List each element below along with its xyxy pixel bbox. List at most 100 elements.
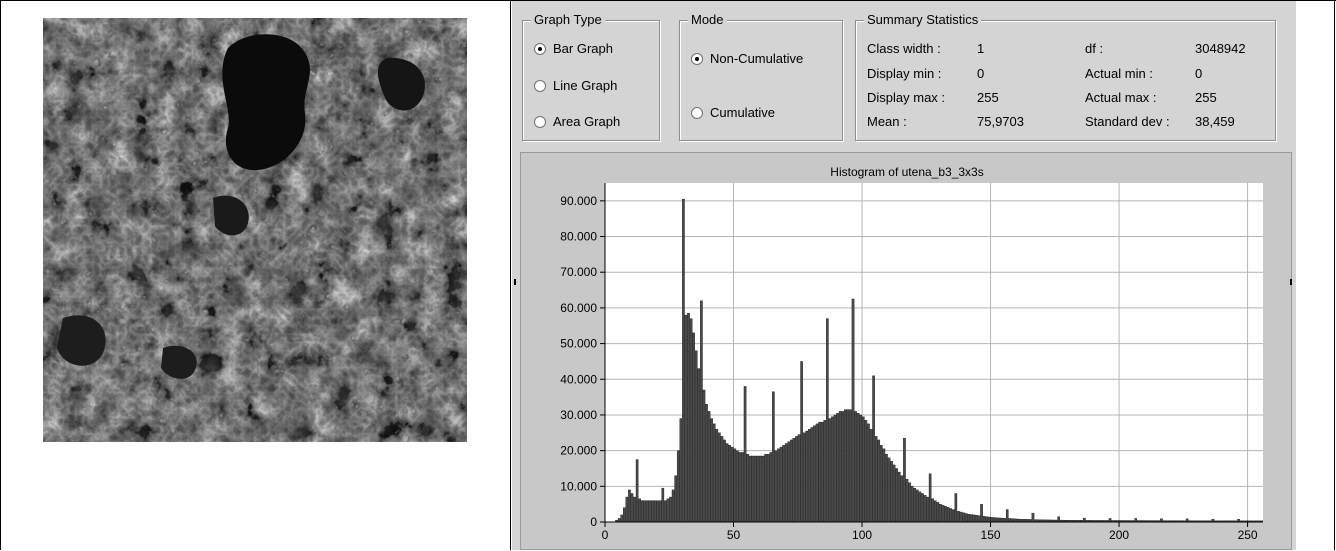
histogram-bar [813,425,816,523]
table-border-middle [510,0,511,550]
histogram-bar [671,489,675,523]
cumulative-radio[interactable]: Cumulative [691,105,775,120]
line-graph-radio[interactable]: Line Graph [534,78,617,93]
area-graph-label: Area Graph [553,114,621,129]
histogram-bar [653,500,657,523]
histogram-bar [748,455,752,523]
histogram-bar [980,504,983,523]
histogram-bar [844,409,847,523]
histogram-bar [867,423,870,523]
histogram-bar [910,486,914,523]
histogram-bar [1011,518,1014,523]
histogram-bar [766,454,770,523]
bar-graph-radio[interactable]: Bar Graph [534,41,613,56]
histogram-bar [921,493,924,523]
actual-max-value: 255 [1195,90,1217,105]
histogram-bar [712,423,716,523]
histogram-bar [949,508,952,523]
histogram-bar [674,475,677,523]
histogram-bar [797,434,801,523]
histogram-bar [651,500,654,523]
histogram-bar [1083,517,1086,523]
y-tick-label: 70.000 [560,265,597,279]
histogram-bar [707,411,711,523]
area-graph-radio[interactable]: Area Graph [534,114,620,129]
bar-graph-label: Bar Graph [553,41,613,56]
histogram-bar [887,457,891,523]
histogram-bar [679,418,683,523]
histogram-bar [898,471,901,523]
histogram-bar [782,445,785,523]
histogram-bar [903,437,906,523]
histogram-bar [962,512,965,523]
summary-statistics-group: Summary Statistics Class width : 1 Displ… [855,13,1276,141]
non-cumulative-radio[interactable]: Non-Cumulative [691,51,803,66]
histogram-bar [728,445,731,523]
histogram-bar [746,454,749,523]
histogram-bar [892,464,896,523]
histogram-bar [838,411,842,523]
radio-button[interactable] [534,79,546,92]
class-width-value: 1 [977,41,985,56]
histogram-bar [777,448,780,523]
histogram-bar [620,514,623,523]
histogram-bar [658,500,662,523]
histogram-bar [682,198,685,523]
histogram-bar [689,318,693,523]
histogram-bar [982,516,986,523]
histogram-bar [993,517,996,523]
histogram-bar [756,455,760,523]
y-tick-label: 80.000 [560,230,597,244]
radio-button[interactable] [691,106,703,119]
x-tick-label: 200 [1109,528,1129,542]
histogram-bar [890,461,893,523]
histogram-bar [810,427,814,523]
histogram-bar [823,420,827,523]
histogram-bar [856,413,860,523]
x-tick-label: 250 [1238,528,1258,542]
histogram-bar [723,439,726,523]
histogram-bar [846,409,850,523]
x-tick-label: 0 [602,528,609,542]
histogram-bar [761,455,765,523]
histogram-bar [882,448,886,523]
histogram-bar [841,411,845,523]
histogram-bar [951,509,955,523]
histogram-bar [872,375,875,523]
histogram-bar [967,513,970,523]
histogram-bar [833,414,837,523]
histogram-bar [916,489,919,523]
histogram-bar [759,455,762,523]
histogram-bar [800,361,803,523]
actual-max-label: Actual max : [1085,90,1157,105]
histogram-bar [646,500,649,523]
histogram-bar [874,436,878,523]
histogram-bar [702,389,706,523]
histogram-bar [666,498,670,523]
histogram-bar [741,452,744,523]
histogram-bar [692,332,695,523]
histogram-bar [628,489,631,523]
y-tick-label: 60.000 [560,301,597,315]
histogram-bar [820,421,824,523]
histogram-bar [720,436,724,523]
histogram-bar [617,518,621,523]
histogram-bar [862,416,865,523]
histogram-bar [774,450,778,523]
histogram-bar [808,429,811,523]
cumulative-label: Cumulative [710,105,776,120]
histogram-bar [779,446,783,523]
histogram-panel: Graph Type Bar Graph Line Graph Area Gra… [512,1,1296,550]
histogram-bar [733,448,737,523]
histogram-bar [638,498,641,523]
histogram-bar [730,446,734,523]
histogram-bar [784,443,788,523]
radio-button[interactable] [691,52,703,65]
histogram-bar [1031,512,1035,523]
class-width-label: Class width : [867,41,941,56]
x-tick-label: 50 [727,528,741,542]
histogram-bar [936,502,940,523]
radio-button[interactable] [534,115,546,128]
radio-button[interactable] [534,42,546,55]
histogram-bar [736,450,739,523]
